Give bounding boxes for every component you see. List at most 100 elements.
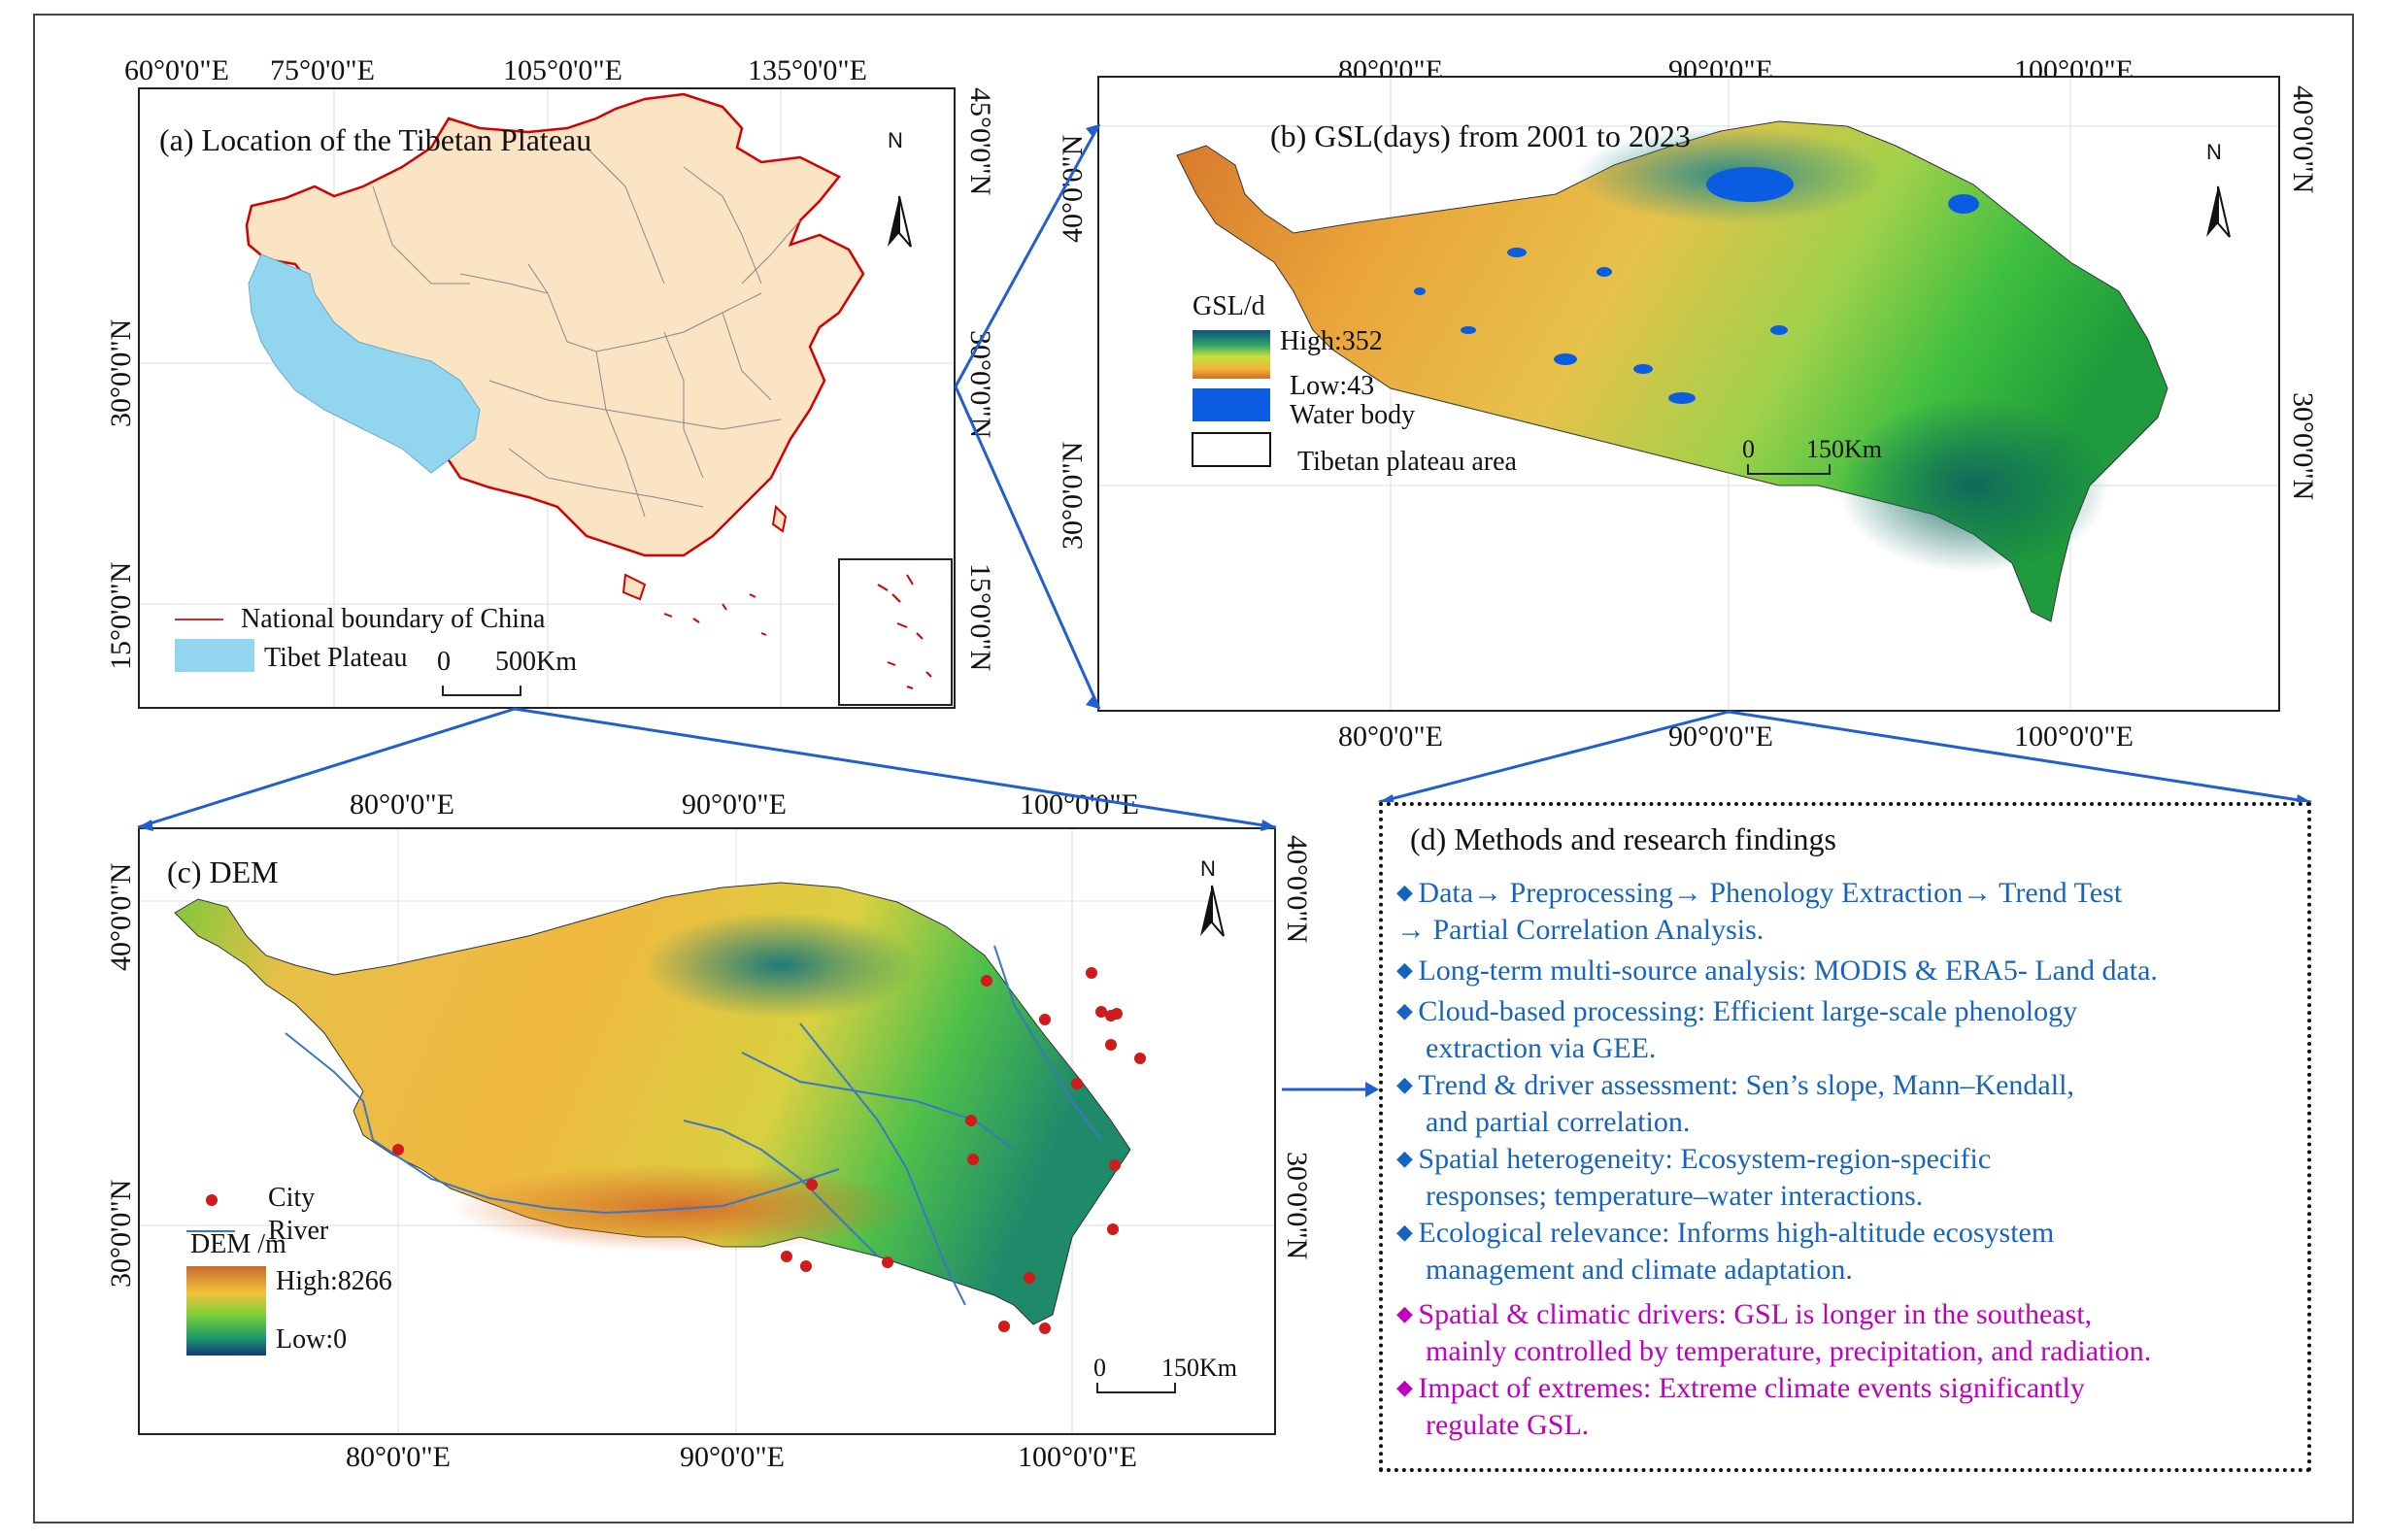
china-territory [245, 92, 865, 557]
finding-line: responses; temperature–water interaction… [1426, 1180, 1924, 1212]
c-legend-title: DEM /m [190, 1229, 286, 1259]
a-right-tick-1: 45°0'0"N [964, 87, 996, 196]
finding-line: Ecological relevance: Informs high-altit… [1418, 1217, 2055, 1249]
city-marker [1111, 1008, 1123, 1020]
a-scale-end: 500Km [495, 647, 577, 677]
finding-line: mainly controlled by temperature, precip… [1426, 1335, 2152, 1367]
city-marker [800, 1260, 812, 1272]
a-top-tick-3: 105°0'0"E [503, 54, 622, 86]
bullet-diamond-icon: ◆ [1396, 998, 1419, 1022]
c-top-tick-2: 90°0'0"E [682, 788, 787, 820]
b-bottom-tick-3: 100°0'0"E [2014, 720, 2134, 753]
c-river-4 [683, 1120, 879, 1257]
c-river-5 [993, 945, 1102, 1141]
c-river-2 [799, 1022, 966, 1306]
b-scale-start: 0 [1742, 435, 1755, 463]
c-top-tick-3: 100°0'0"E [1020, 788, 1139, 820]
finding-line: Impact of extremes: Extreme climate even… [1418, 1372, 2085, 1404]
bullet-diamond-icon: ◆ [1396, 957, 1419, 982]
b-north-label: N [2206, 140, 2222, 164]
finding-item: ◆ Spatial heterogeneity: Ecosystem-regio… [1396, 1140, 1991, 1215]
b-legend-high: High:352 [1280, 326, 1383, 356]
panel-c-dem-map: (c) DEM N City River DEM /m High:8266 Lo… [138, 827, 1276, 1435]
b-legend-area: Tibetan plateau area [1297, 447, 1517, 477]
finding-line: management and climate adaptation. [1426, 1254, 1853, 1286]
city-marker [981, 975, 992, 987]
city-marker [806, 1179, 818, 1190]
finding-line: Spatial & climatic drivers: GSL is longe… [1418, 1298, 2093, 1330]
finding-line: extraction via GEE. [1426, 1032, 1657, 1064]
c-legend-river: River [268, 1216, 329, 1246]
a-left-tick-2: 15°0'0"N [105, 561, 137, 670]
finding-line: Cloud-based processing: Efficient large-… [1418, 995, 2078, 1027]
c-legend-high: High:8266 [276, 1266, 392, 1296]
b-bottom-tick-2: 90°0'0"E [1668, 720, 1773, 753]
c-bottom-tick-1: 80°0'0"E [346, 1441, 451, 1473]
city-marker [781, 1251, 792, 1262]
city-marker [1105, 1039, 1117, 1051]
b-legend-low: Low:43 [1290, 371, 1375, 401]
panel-b-gsl-map: (b) GSL(days) from 2001 to 2023 N GSL/d … [1097, 76, 2280, 712]
finding-line: and partial correlation. [1426, 1106, 1691, 1138]
bullet-diamond-icon: ◆ [1396, 1375, 1419, 1399]
plateau-region [248, 253, 481, 474]
b-left-tick-2: 30°0'0"N [1057, 441, 1089, 550]
c-bottom-tick-3: 100°0'0"E [1018, 1441, 1137, 1473]
finding-line: Data→ Preprocessing→ Phenology Extractio… [1418, 877, 2123, 909]
city-marker [882, 1256, 893, 1268]
panel-a-title: (a) Location of the Tibetan Plateau [159, 122, 592, 157]
b-bottom-tick-1: 80°0'0"E [1338, 720, 1443, 753]
finding-item: ◆ Impact of extremes: Extreme climate ev… [1396, 1369, 2085, 1444]
a-right-tick-3: 15°0'0"N [964, 563, 996, 672]
c-left-tick-2: 30°0'0"N [105, 1179, 137, 1288]
a-scale-start: 0 [437, 647, 451, 677]
bullet-diamond-icon: ◆ [1396, 1301, 1419, 1325]
a-top-tick-2: 75°0'0"E [270, 54, 375, 86]
panel-a-location-map: (a) Location of the Tibetan Plateau N Na… [138, 87, 956, 709]
finding-item: ◆ Trend & driver assessment: Sen’s slope… [1396, 1066, 2074, 1141]
b-north-arrow [2206, 185, 2231, 238]
panel-b-title: (b) GSL(days) from 2001 to 2023 [1270, 118, 1691, 153]
city-marker [965, 1115, 977, 1126]
figure-frame [33, 14, 2354, 1523]
b-left-tick-1: 40°0'0"N [1057, 134, 1089, 243]
c-scale-end: 150Km [1161, 1354, 1237, 1382]
bullet-diamond-icon: ◆ [1396, 1072, 1419, 1096]
city-marker [1086, 967, 1097, 979]
a-right-tick-2: 30°0'0"N [964, 330, 996, 439]
c-legend-low: Low:0 [276, 1324, 348, 1355]
a-top-tick-4: 135°0'0"E [748, 54, 867, 86]
c-city-markers [392, 967, 1146, 1334]
panel-c-title: (c) DEM [167, 854, 279, 889]
finding-item: ◆ Cloud-based processing: Efficient larg… [1396, 992, 2077, 1067]
city-marker [1039, 1014, 1051, 1025]
bullet-diamond-icon: ◆ [1396, 1220, 1419, 1244]
bullet-diamond-icon: ◆ [1396, 880, 1419, 904]
c-left-tick-1: 40°0'0"N [105, 862, 137, 971]
city-marker [1071, 1078, 1083, 1089]
c-north-arrow [1200, 885, 1225, 937]
a-north-label: N [888, 128, 903, 152]
c-top-tick-1: 80°0'0"E [350, 788, 454, 820]
c-north-label: N [1200, 856, 1216, 881]
c-right-tick-1: 40°0'0"N [1281, 835, 1313, 944]
finding-line: Trend & driver assessment: Sen’s slope, … [1418, 1069, 2074, 1101]
a-left-tick-1: 30°0'0"N [105, 318, 137, 427]
finding-item: ◆ Spatial & climatic drivers: GSL is lon… [1396, 1295, 2151, 1370]
city-marker [967, 1154, 979, 1165]
c-river-1 [372, 1139, 840, 1215]
c-legend-city: City [268, 1183, 316, 1213]
b-legend-water: Water body [1290, 400, 1416, 430]
city-marker [1024, 1272, 1035, 1284]
city-marker [1109, 1159, 1121, 1171]
bullet-diamond-icon: ◆ [1396, 1146, 1419, 1170]
c-bottom-tick-2: 90°0'0"E [680, 1441, 785, 1473]
c-right-tick-2: 30°0'0"N [1281, 1152, 1313, 1260]
panel-d-findings: (d) Methods and research findings ◆ Data… [1379, 802, 2311, 1472]
c-scale-start: 0 [1093, 1354, 1106, 1382]
finding-item: ◆ Long-term multi-source analysis: MODIS… [1396, 952, 2158, 989]
panel-d-title: (d) Methods and research findings [1410, 821, 1836, 856]
a-legend-plateau: Tibet Plateau [264, 643, 408, 673]
city-marker [1095, 1006, 1107, 1018]
finding-item: ◆ Ecological relevance: Informs high-alt… [1396, 1214, 2054, 1289]
